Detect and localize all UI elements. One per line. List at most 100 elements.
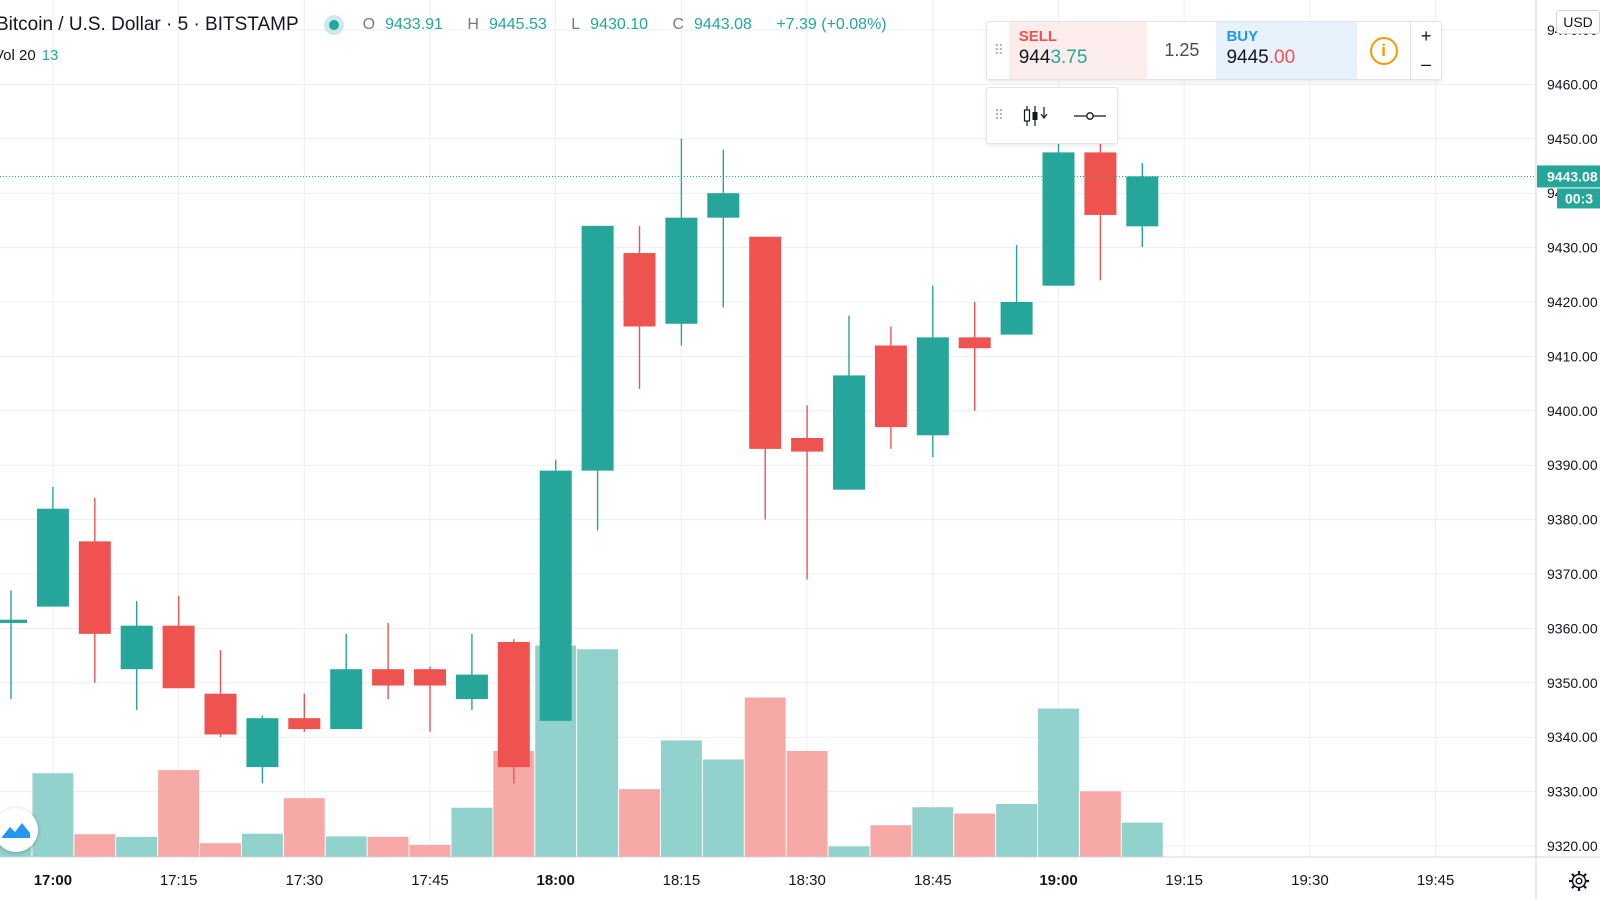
candle[interactable] — [372, 622, 405, 700]
ohlc-values: O 9433.91 H 9445.53 L 9430.10 C 9443.08 +7.3… — [363, 16, 897, 34]
candle[interactable] — [288, 693, 321, 732]
symbol-header: Bitcoin / U.S. Dollar · 5 · BITSTAMP O 94… — [0, 12, 897, 38]
volume-bar — [954, 813, 996, 857]
candles-style-button[interactable] — [1009, 88, 1063, 143]
candle[interactable] — [833, 315, 865, 490]
decrease-quantity-button[interactable]: – — [1421, 54, 1432, 75]
info-icon: i — [1369, 36, 1398, 65]
x-tick-label: 18:45 — [914, 872, 952, 889]
candle-body — [372, 669, 405, 686]
candlesticks — [0, 133, 1159, 784]
candle[interactable] — [1000, 244, 1033, 335]
y-tick-label: 9460.00 — [1547, 76, 1598, 92]
candle[interactable] — [246, 715, 279, 784]
candle-body — [707, 193, 740, 218]
candle[interactable] — [204, 650, 237, 738]
candle-body — [162, 625, 195, 689]
y-tick-label: 9330.00 — [1547, 784, 1598, 800]
info-button[interactable]: i — [1357, 22, 1410, 79]
volume-bar — [451, 807, 493, 857]
x-tick-label: 18:00 — [537, 872, 575, 889]
candle[interactable] — [791, 405, 824, 580]
candle-body — [1000, 302, 1033, 335]
bar-countdown-label: 00:3 — [1565, 190, 1593, 206]
open-value: 9433.91 — [385, 16, 443, 33]
candle[interactable] — [958, 302, 991, 411]
horizontal-line-icon — [1074, 111, 1106, 120]
candle-body — [0, 619, 27, 623]
candle[interactable] — [455, 633, 488, 710]
volume-bar — [912, 807, 954, 857]
volume-bar — [702, 759, 744, 857]
candle-body — [1126, 176, 1159, 227]
candle[interactable] — [749, 236, 782, 520]
candle-body — [623, 253, 656, 327]
x-tick-label: 18:15 — [663, 872, 701, 889]
currency-label[interactable]: USD — [1556, 10, 1600, 34]
candle-body — [36, 508, 69, 607]
x-tick-label: 19:30 — [1291, 872, 1329, 889]
volume-bar — [996, 804, 1038, 857]
volume-bar — [1121, 822, 1163, 857]
candle-body — [204, 693, 237, 735]
line-tool-button[interactable] — [1063, 88, 1117, 143]
candle[interactable] — [497, 639, 530, 784]
candle[interactable] — [1084, 138, 1117, 281]
candle[interactable] — [0, 590, 27, 700]
candle[interactable] — [120, 601, 153, 710]
candle[interactable] — [665, 138, 698, 346]
candle[interactable] — [1126, 163, 1159, 248]
candle-body — [749, 236, 782, 449]
drag-handle-icon[interactable]: ⠿ — [993, 42, 1004, 58]
candle-body — [120, 625, 153, 670]
volume-bar — [158, 770, 200, 857]
candle-body — [497, 642, 530, 768]
drag-handle-icon[interactable]: ⠿ — [993, 107, 1004, 123]
quantity-field[interactable]: 1.25 — [1164, 40, 1200, 60]
volume-bars — [0, 645, 1163, 857]
symbol-title[interactable]: Bitcoin / U.S. Dollar · 5 · BITSTAMP — [0, 14, 299, 35]
candle[interactable] — [414, 666, 446, 732]
candle-body — [1042, 152, 1075, 286]
x-tick-label: 19:15 — [1165, 872, 1203, 889]
low-value: 9430.10 — [590, 16, 649, 33]
buy-button[interactable]: BUY 9445.00 — [1216, 22, 1357, 79]
candle[interactable] — [707, 149, 740, 308]
x-tick-label: 17:00 — [34, 872, 72, 889]
volume-legend: Vol 20 13 — [0, 47, 58, 64]
sell-button[interactable]: SELL 9443.75 — [1008, 22, 1148, 79]
volume-label[interactable]: Vol 20 — [0, 47, 36, 64]
increase-quantity-button[interactable]: + — [1420, 25, 1432, 46]
volume-bar — [619, 789, 660, 857]
volume-bar — [870, 825, 912, 857]
volume-bar — [786, 751, 828, 857]
x-tick-label: 19:45 — [1417, 872, 1455, 889]
candle[interactable] — [539, 459, 572, 721]
close-label: C — [672, 16, 685, 33]
volume-bar — [116, 836, 158, 857]
candle[interactable] — [623, 225, 656, 390]
buy-sell-panel: ⠿ SELL 9443.75 1.25 BUY 9445.00 i + – — [986, 21, 1442, 80]
chart-settings-button[interactable] — [1566, 868, 1592, 894]
candle[interactable] — [36, 486, 69, 607]
low-label: L — [571, 16, 581, 33]
candle-body — [791, 438, 824, 452]
chart-style-toolbar: ⠿ — [986, 87, 1118, 144]
candle-body — [916, 337, 949, 436]
candle[interactable] — [330, 633, 363, 730]
gear-icon — [1569, 871, 1589, 891]
tradingview-logo[interactable] — [0, 808, 38, 852]
candle[interactable] — [581, 225, 614, 531]
candle[interactable] — [78, 497, 111, 683]
y-tick-label: 9390.00 — [1547, 457, 1598, 473]
candle-body — [539, 470, 572, 721]
candle[interactable] — [162, 595, 195, 689]
candle[interactable] — [874, 326, 907, 449]
last-price-label: 9443.08 — [1547, 168, 1598, 184]
candle[interactable] — [916, 285, 949, 458]
candle[interactable] — [1042, 133, 1075, 286]
y-tick-label: 9350.00 — [1547, 675, 1598, 691]
volume-bar — [744, 697, 786, 857]
y-tick-label: 9410.00 — [1547, 348, 1598, 364]
